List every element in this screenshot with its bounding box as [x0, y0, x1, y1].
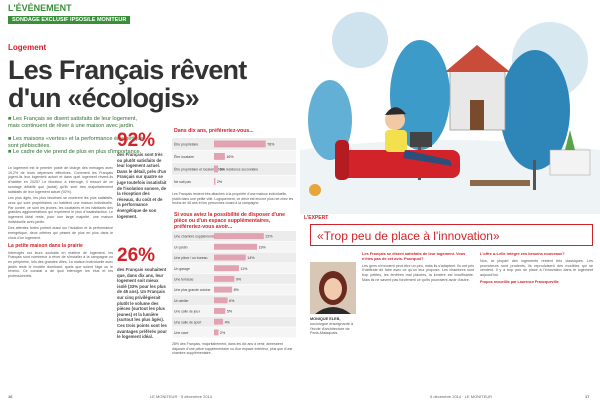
row-band: [172, 175, 296, 188]
portrait: [310, 262, 356, 314]
headline: Les Français rêvent: [8, 55, 247, 85]
person-name: MONIQUE ELEB,: [310, 317, 341, 321]
bar: [214, 165, 219, 173]
category-label: Un atelier: [174, 299, 189, 303]
stat-block: 26% des Français souhaitent que, dans di…: [117, 245, 167, 340]
chart-note: Les Français restent très attachés à la …: [172, 192, 294, 205]
chart-title: Si vous aviez la possibilité de disposer…: [174, 212, 285, 230]
portrait-caption: MONIQUE ELEB, sociologue enseignante à l…: [310, 317, 358, 336]
bar: [214, 329, 219, 336]
category-label: Une salle de sport: [174, 320, 201, 324]
question: Les Français se disent satisfaits de leu…: [362, 252, 466, 261]
row-band: [172, 150, 296, 163]
paragraph: Des attentes fortes portent aussi sur l'…: [8, 226, 113, 240]
bar: [214, 275, 235, 282]
expert-label: L'EXPERT: [304, 215, 329, 221]
row-band: [172, 305, 296, 316]
value-label: 4%: [225, 320, 231, 324]
value-label: 16%: [226, 155, 234, 159]
value-label: 9%: [236, 277, 242, 281]
kicker: Logement: [8, 43, 47, 52]
chart-note: 28% des Français, majoritairement, dans …: [172, 342, 293, 355]
row-band: [172, 327, 296, 338]
value-label: 6%: [220, 168, 226, 172]
bar: [214, 178, 216, 185]
bar: [214, 153, 225, 160]
value-label: 6%: [229, 299, 235, 303]
bullet: Les Français se disent satisfaits de leu…: [8, 116, 148, 129]
row-band: [172, 316, 296, 327]
bar: [214, 318, 224, 325]
category-label: Une cave: [174, 331, 188, 335]
credit: Propos recueillis par Laurence Francquev…: [480, 279, 559, 284]
value-label: 2%: [220, 331, 226, 335]
value-label: 22%: [265, 235, 273, 239]
row-band: [172, 284, 296, 295]
subheading: La petite maison dans la prairie: [8, 242, 83, 249]
value-label: 14%: [247, 256, 255, 260]
value-label: 76%: [267, 143, 275, 147]
category-label: Une salle de jeux: [174, 310, 200, 314]
category-label: Une chambre supplémentaire: [174, 235, 219, 239]
illustration: [300, 0, 600, 214]
chart-title: Dans dix ans, préféreriez-vous...: [174, 128, 254, 134]
bar: [214, 140, 266, 148]
section-subtitle: SONDAGE EXCLUSIF IPSOS/LE MONITEUR: [8, 16, 131, 24]
stat-figure: 26%: [117, 245, 156, 266]
headline: d'un «écologis»: [8, 83, 200, 113]
page-number: 17: [585, 394, 590, 399]
body-column: Le logement est le premier poste de char…: [8, 166, 113, 388]
bar: [214, 233, 264, 240]
interview-column: Les Français se disent satisfaits de leu…: [362, 252, 474, 390]
footer-info: 5 décembre 2014 · LE MONITEUR: [430, 394, 493, 399]
category-label: Une plus grande cuisine: [174, 288, 210, 292]
bullet: Les maisons «vertes» et la performance é…: [8, 136, 148, 149]
paragraph: Interrogés sur leurs souhaits en matière…: [8, 250, 113, 279]
category-label: Un garage: [174, 267, 190, 271]
category-label: Un jardin: [174, 245, 188, 249]
bar: [214, 286, 233, 293]
section-label: L'ÉVÉNEMENT: [8, 3, 72, 13]
bar-chart: Si vous aviez la possibilité de disposer…: [172, 212, 296, 338]
bullet: Le cadre de vie prend de plus en plus d'…: [8, 149, 148, 156]
bar: [214, 265, 239, 272]
category-label: Ne sait pas: [174, 180, 191, 184]
row-band: [172, 295, 296, 306]
stat-figure: 92%: [117, 130, 156, 151]
stat-text: des Français souhaitent que, dans dix an…: [117, 267, 167, 340]
interview-column: L'offre a-t-elle intégré ces besoins nou…: [480, 252, 593, 390]
value-label: 19%: [259, 245, 267, 249]
value-label: 8%: [234, 288, 240, 292]
bar: [214, 308, 226, 314]
value-label: 5%: [227, 310, 233, 314]
paragraph: Les plus âgés, les plus favorisés se mon…: [8, 196, 113, 224]
page-number: 16: [8, 394, 13, 399]
pull-quote: «Trop peu de place à l'innovation»: [310, 224, 593, 246]
bar: [214, 254, 246, 261]
category-label: Être locataire: [174, 154, 194, 159]
value-label: 11%: [240, 267, 248, 271]
stat-text: des Français sont très ou plutôt satisfa…: [117, 152, 167, 219]
row-band: [172, 163, 296, 175]
bar: [214, 243, 258, 250]
category-label: Une terrasse: [174, 277, 194, 281]
person-role: sociologue enseignante à l'école d'archi…: [310, 321, 354, 336]
category-label: Une pièce / un bureau: [174, 256, 207, 260]
question: L'offre a-t-elle intégré ces besoins nou…: [480, 252, 565, 256]
paragraph: Le logement est le premier poste de char…: [8, 166, 113, 194]
bar-chart: Dans dix ans, préféreriez-vous... Être pr…: [172, 128, 296, 188]
footer-info: LE MONITEUR · 5 décembre 2014: [150, 394, 213, 399]
value-label: 2%: [217, 180, 223, 184]
answer: Les gens s'ennuient peut-être un peu, ma…: [362, 263, 474, 282]
category-label: Être propriétaire: [174, 142, 198, 147]
answer: Non, la plupart des logements restent tr…: [480, 258, 593, 278]
stat-block: 92% des Français sont très ou plutôt sat…: [117, 130, 167, 219]
bar: [214, 297, 228, 304]
